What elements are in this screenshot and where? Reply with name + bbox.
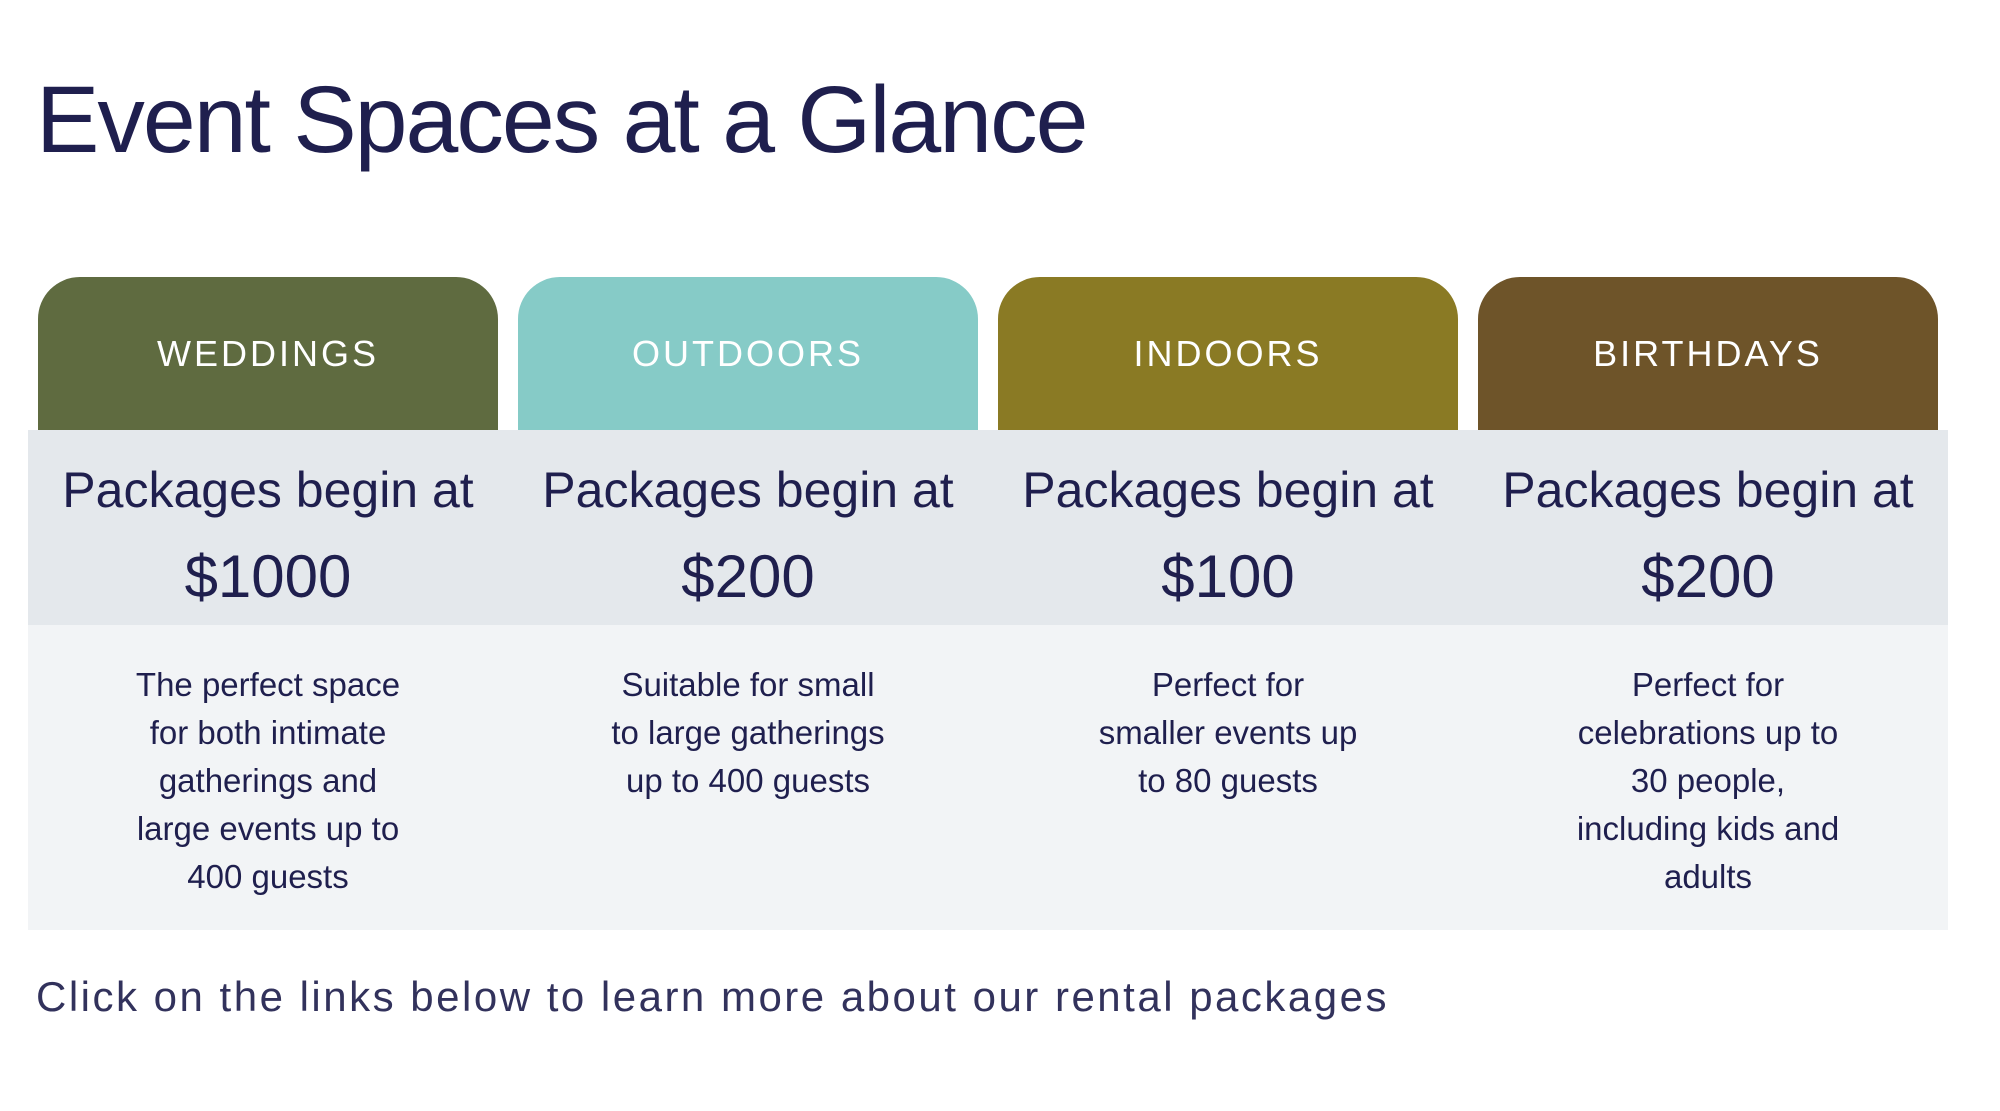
description-text: Perfect for smaller events up to 80 gues…: [1098, 666, 1358, 799]
column-header-outdoors: OUTDOORS: [518, 277, 978, 430]
price-cell-birthdays: Packages begin at $200: [1468, 430, 1948, 625]
price-prefix: Packages begin at: [1022, 462, 1434, 518]
description-text: Suitable for small to large gatherings u…: [611, 666, 885, 799]
description-cell-weddings: The perfect space for both intimate gath…: [28, 625, 508, 930]
price-prefix: Packages begin at: [62, 462, 474, 518]
description-cell-outdoors: Suitable for small to large gatherings u…: [508, 625, 988, 930]
price-cell-weddings: Packages begin at $1000: [28, 430, 508, 625]
page-title: Event Spaces at a Glance: [36, 67, 1088, 173]
footer-note: Click on the links below to learn more a…: [36, 973, 1389, 1020]
price-row: Packages begin at $1000 Packages begin a…: [28, 430, 1948, 625]
price-cell-outdoors: Packages begin at $200: [508, 430, 988, 625]
description-cell-indoors: Perfect for smaller events up to 80 gues…: [988, 625, 1468, 930]
column-header-label: OUTDOORS: [631, 332, 864, 374]
price-value: $200: [681, 543, 815, 610]
table-header-row: WEDDINGS OUTDOORS INDOORS BIRTHDAYS: [28, 277, 1948, 430]
price-cell-indoors: Packages begin at $100: [988, 430, 1468, 625]
column-header-birthdays: BIRTHDAYS: [1478, 277, 1938, 430]
column-header-label: INDOORS: [1133, 332, 1323, 374]
price-prefix: Packages begin at: [542, 462, 954, 518]
description-row: The perfect space for both intimate gath…: [28, 625, 1948, 930]
column-header-label: WEDDINGS: [157, 332, 379, 374]
description-text: The perfect space for both intimate gath…: [135, 666, 401, 895]
price-prefix: Packages begin at: [1502, 462, 1914, 518]
price-value: $100: [1161, 543, 1295, 610]
description-cell-birthdays: Perfect for celebrations up to 30 people…: [1468, 625, 1948, 930]
column-header-weddings: WEDDINGS: [38, 277, 498, 430]
event-spaces-table: WEDDINGS OUTDOORS INDOORS BIRTHDAYS Pack…: [28, 277, 1948, 930]
price-value: $200: [1641, 543, 1775, 610]
column-header-label: BIRTHDAYS: [1593, 332, 1823, 374]
column-header-indoors: INDOORS: [998, 277, 1458, 430]
description-text: Perfect for celebrations up to 30 people…: [1576, 666, 1840, 895]
price-value: $1000: [184, 543, 352, 610]
